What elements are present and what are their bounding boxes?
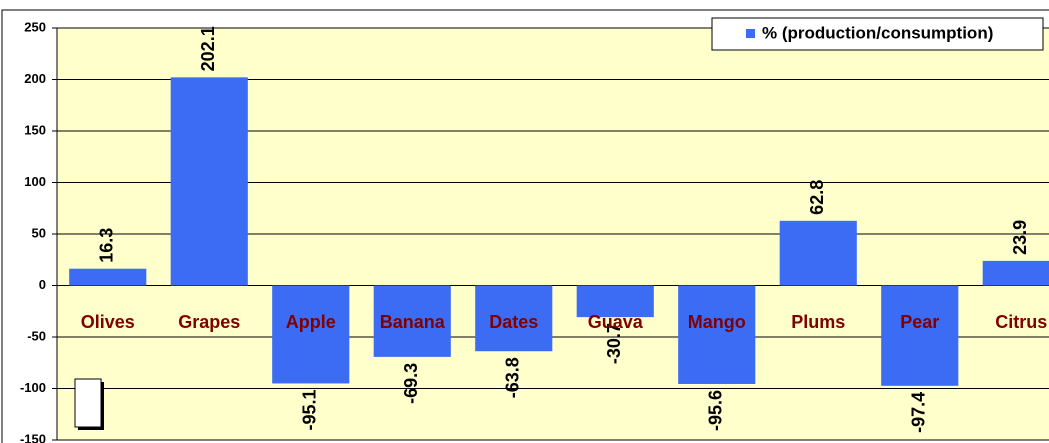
bar — [576, 285, 654, 318]
x-tick-label: Dates — [489, 312, 538, 332]
data-label: -30.7 — [604, 323, 624, 364]
box — [74, 378, 102, 428]
x-tick-label: Guava — [588, 312, 644, 332]
data-label: -95.1 — [300, 389, 320, 430]
bar — [475, 285, 553, 352]
x-tick-label: Plums — [791, 312, 845, 332]
bar — [272, 285, 350, 384]
y-tick-label: 50 — [32, 225, 46, 240]
y-tick-label: 100 — [24, 174, 46, 189]
y-tick-label: 200 — [24, 71, 46, 86]
legend-swatch — [746, 29, 755, 38]
x-tick-label: Mango — [688, 312, 746, 332]
bar — [881, 285, 959, 386]
x-tick-label: Banana — [380, 312, 446, 332]
y-tick-label: 0 — [39, 277, 46, 292]
data-label: -97.4 — [909, 392, 929, 433]
y-tick-label: 150 — [24, 122, 46, 137]
x-tick-label: Pear — [900, 312, 939, 332]
legend — [711, 17, 1044, 51]
bar — [779, 220, 857, 286]
y-tick-label: -50 — [27, 328, 46, 343]
data-label: -95.6 — [706, 390, 726, 431]
data-label: 202.1 — [198, 26, 218, 71]
x-tick-label: Apple — [286, 312, 336, 332]
bar — [69, 268, 147, 286]
data-label: -63.8 — [503, 357, 523, 398]
x-tick-label: Grapes — [178, 312, 240, 332]
legend-label: % (production/consumption) — [762, 23, 993, 42]
y-tick-label: -100 — [20, 380, 46, 395]
bar — [170, 77, 248, 286]
bar — [373, 285, 451, 357]
y-tick-label: -150 — [20, 431, 46, 443]
data-label: 16.3 — [97, 228, 117, 263]
x-tick-label: Olives — [81, 312, 135, 332]
bars — [69, 77, 1049, 386]
data-label: 23.9 — [1010, 220, 1030, 255]
data-label: -69.3 — [401, 363, 421, 404]
x-tick-label: Citrus — [995, 312, 1047, 332]
y-tick-label: 250 — [24, 19, 46, 34]
data-label: 62.8 — [807, 180, 827, 215]
bar — [678, 285, 756, 384]
bar — [982, 260, 1049, 286]
